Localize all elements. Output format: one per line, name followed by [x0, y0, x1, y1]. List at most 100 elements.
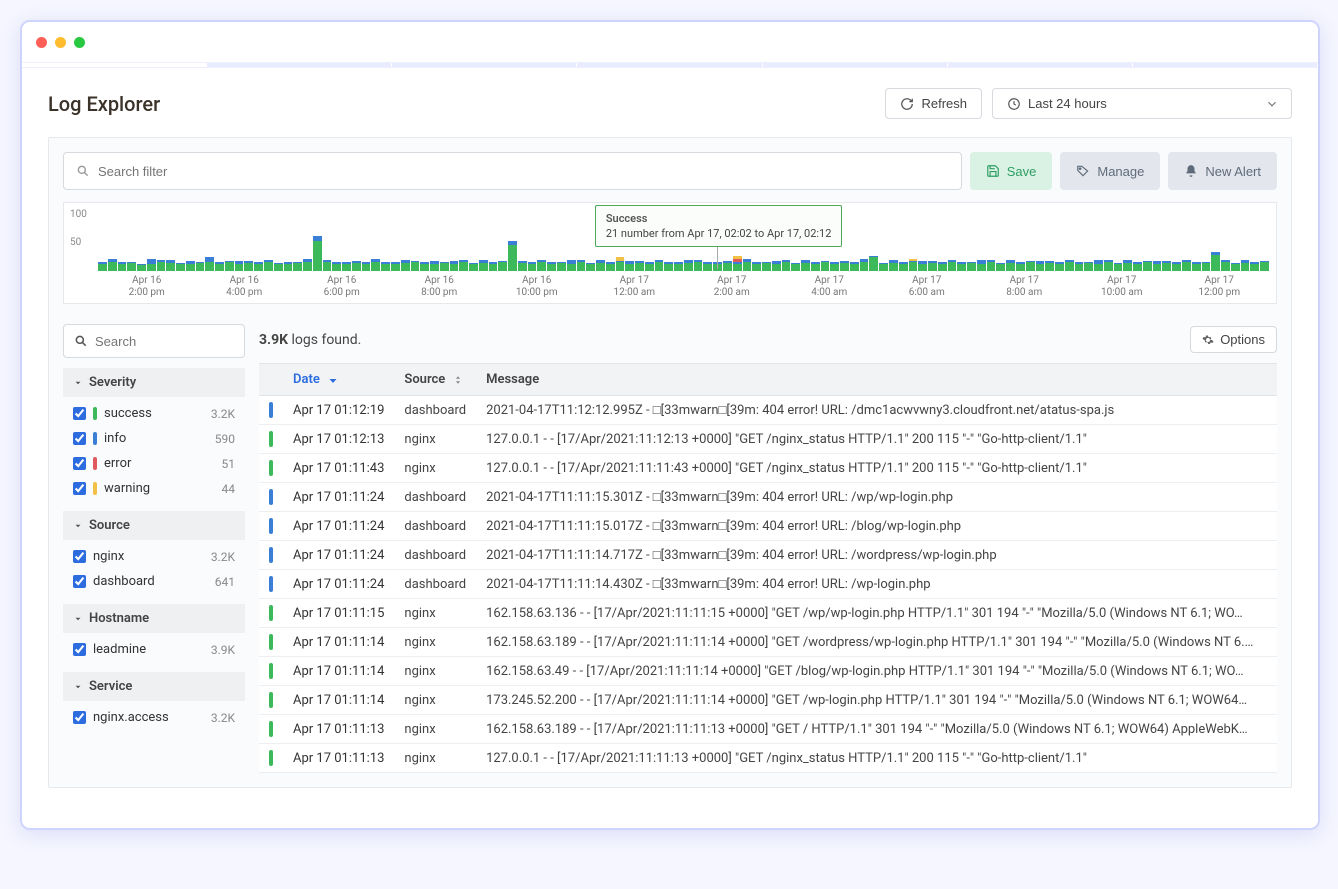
chart-bar[interactable]: [186, 261, 195, 271]
facet-item[interactable]: success3.2K: [63, 401, 245, 426]
chart-bar[interactable]: [108, 259, 117, 271]
chart-bar[interactable]: [547, 262, 556, 271]
chart-bar[interactable]: [791, 263, 800, 271]
chart-bar[interactable]: [967, 262, 976, 271]
chart-bar[interactable]: [596, 260, 605, 271]
log-row[interactable]: Apr 17 01:11:24dashboard2021-04-17T11:11…: [259, 570, 1277, 599]
facet-item[interactable]: info590: [63, 426, 245, 451]
chart-bar[interactable]: [1036, 261, 1045, 271]
log-row[interactable]: Apr 17 01:11:14nginx162.158.63.49 - - [1…: [259, 657, 1277, 686]
chart-bar[interactable]: [811, 262, 820, 271]
chart-bar[interactable]: [752, 262, 761, 271]
chart-bar[interactable]: [987, 260, 996, 271]
chart-bar[interactable]: [1182, 260, 1191, 271]
chart-bar[interactable]: [918, 261, 927, 271]
chart-bar[interactable]: [469, 263, 478, 271]
chart-bar[interactable]: [830, 262, 839, 271]
facet-item[interactable]: dashboard641: [63, 569, 245, 594]
chart-bar[interactable]: [391, 262, 400, 271]
chart-bar[interactable]: [430, 261, 439, 271]
chart-bar[interactable]: [1006, 260, 1015, 271]
chart-bar[interactable]: [1094, 260, 1103, 271]
facet-item[interactable]: leadmine3.9K: [63, 637, 245, 662]
chart-bar[interactable]: [1123, 260, 1132, 271]
chart-bar[interactable]: [420, 262, 429, 271]
chart-bar[interactable]: [459, 260, 468, 271]
chart-bar[interactable]: [323, 260, 332, 271]
chart-bar[interactable]: [244, 261, 253, 271]
chart-bar[interactable]: [1211, 252, 1220, 271]
chart-bar[interactable]: [284, 262, 293, 271]
chart-bar[interactable]: [381, 262, 390, 271]
chart-bar[interactable]: [1162, 261, 1171, 271]
save-button[interactable]: Save: [970, 152, 1053, 190]
facet-checkbox[interactable]: [73, 575, 86, 588]
chart-bar[interactable]: [137, 264, 146, 271]
chart-bar[interactable]: [928, 261, 937, 271]
facet-checkbox[interactable]: [73, 432, 86, 445]
log-row[interactable]: Apr 17 01:11:14nginx173.245.52.200 - - […: [259, 686, 1277, 715]
facet-header[interactable]: Severity: [63, 368, 245, 397]
chart-bar[interactable]: [1104, 260, 1113, 271]
chart-bar[interactable]: [1075, 262, 1084, 271]
chart-bar[interactable]: [977, 260, 986, 271]
facet-checkbox[interactable]: [73, 643, 86, 656]
chart-bar[interactable]: [166, 260, 175, 271]
chart-bar[interactable]: [782, 260, 791, 271]
facet-checkbox[interactable]: [73, 711, 86, 724]
chart-bar[interactable]: [1133, 262, 1142, 271]
chart-bar[interactable]: [1065, 260, 1074, 271]
chart-bar[interactable]: [840, 261, 849, 271]
chart-bar[interactable]: [655, 260, 664, 271]
close-dot[interactable]: [36, 37, 47, 48]
chart-bar[interactable]: [157, 260, 166, 271]
search-filter[interactable]: [63, 152, 962, 190]
chart-bar[interactable]: [440, 262, 449, 271]
chart-bar[interactable]: [733, 256, 742, 271]
chart-bar[interactable]: [1143, 261, 1152, 271]
facet-checkbox[interactable]: [73, 550, 86, 563]
facet-item[interactable]: error51: [63, 451, 245, 476]
log-row[interactable]: Apr 17 01:11:14nginx162.158.63.189 - - […: [259, 628, 1277, 657]
chart-bar[interactable]: [371, 259, 380, 271]
chart-bar[interactable]: [938, 262, 947, 271]
chart-bar[interactable]: [772, 261, 781, 271]
log-row[interactable]: Apr 17 01:11:15nginx162.158.63.136 - - […: [259, 599, 1277, 628]
chart-bar[interactable]: [508, 241, 517, 271]
chart-bar[interactable]: [1260, 261, 1269, 271]
search-filter-input[interactable]: [98, 164, 949, 179]
chart-bar[interactable]: [450, 261, 459, 271]
new-alert-button[interactable]: New Alert: [1168, 152, 1277, 190]
chart-bar[interactable]: [147, 259, 156, 271]
chart-bar[interactable]: [1153, 261, 1162, 271]
chart-bar[interactable]: [303, 259, 312, 271]
chart-bar[interactable]: [1202, 262, 1211, 271]
chart-bar[interactable]: [176, 263, 185, 271]
chart-bar[interactable]: [1172, 262, 1181, 271]
facet-item[interactable]: nginx.access3.2K: [63, 705, 245, 730]
chart-bar[interactable]: [645, 262, 654, 271]
chart-bar[interactable]: [586, 263, 595, 271]
chart-bar[interactable]: [274, 263, 283, 271]
manage-button[interactable]: Manage: [1060, 152, 1160, 190]
facet-item[interactable]: nginx3.2K: [63, 544, 245, 569]
chart-bar[interactable]: [674, 262, 683, 271]
chart-bar[interactable]: [1026, 261, 1035, 271]
chart-bar[interactable]: [801, 260, 810, 271]
histogram-chart[interactable]: 10050 Apr 162:00 pmApr 164:00 pmApr 166:…: [63, 202, 1277, 304]
facet-item[interactable]: warning44: [63, 476, 245, 501]
refresh-button[interactable]: Refresh: [885, 88, 982, 119]
chart-bar[interactable]: [1192, 262, 1201, 271]
chart-bar[interactable]: [567, 260, 576, 271]
chart-bar[interactable]: [694, 260, 703, 271]
chart-bar[interactable]: [1114, 263, 1123, 271]
chart-bar[interactable]: [860, 259, 869, 271]
chart-bar[interactable]: [635, 261, 644, 271]
facet-header[interactable]: Service: [63, 672, 245, 701]
chart-bar[interactable]: [762, 262, 771, 271]
facet-checkbox[interactable]: [73, 457, 86, 470]
chart-bar[interactable]: [743, 259, 752, 271]
chart-bar[interactable]: [850, 262, 859, 271]
chart-bar[interactable]: [98, 262, 107, 271]
chart-bar[interactable]: [313, 236, 322, 271]
